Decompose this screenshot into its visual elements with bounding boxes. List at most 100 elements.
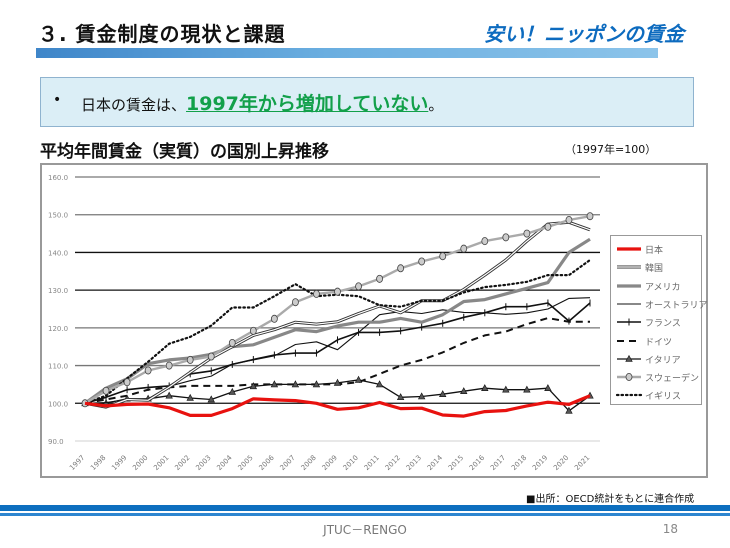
- data-point-marker: [502, 385, 510, 393]
- title-underline-bar: [36, 48, 328, 58]
- footer-band: [0, 505, 730, 511]
- x-tick-label: 2018: [510, 454, 528, 472]
- data-point-marker: [417, 392, 426, 400]
- x-tick-label: 2002: [173, 454, 191, 472]
- x-tick-label: 2017: [489, 454, 507, 472]
- x-tick-label: 2004: [215, 453, 234, 472]
- x-tick-label: 2009: [321, 454, 339, 472]
- data-point-marker: [396, 393, 405, 401]
- data-point-marker: [397, 264, 405, 273]
- x-tick-label: 2014: [426, 453, 445, 472]
- legend-swatch: [615, 394, 643, 397]
- x-tick-label: 1998: [89, 454, 107, 472]
- y-tick-label: 150.0: [48, 212, 68, 220]
- data-point-marker: [207, 352, 215, 361]
- x-tick-label: 2021: [573, 454, 591, 472]
- data-point-marker: [418, 257, 426, 266]
- legend-label: スウェーデン: [645, 374, 700, 385]
- key-message-prefix: 日本の賃金は、: [81, 96, 187, 114]
- data-point-marker: [165, 361, 173, 370]
- key-message-highlight: 1997年から増加していない: [186, 93, 429, 115]
- legend-label: イギリス: [645, 392, 682, 403]
- x-tick-label: 2019: [531, 454, 549, 472]
- data-point-marker: [586, 212, 594, 221]
- x-tick-label: 2010: [342, 454, 360, 472]
- data-point-marker: [270, 314, 278, 323]
- data-point-marker: [249, 382, 258, 390]
- x-tick-label: 2006: [258, 453, 277, 472]
- series-sweden: [81, 212, 594, 408]
- data-point-marker: [354, 375, 363, 383]
- data-point-marker: [291, 380, 300, 388]
- series-japan: [84, 394, 591, 418]
- data-point-marker: [228, 338, 236, 347]
- data-point-marker: [439, 390, 447, 398]
- x-tick-label: 2013: [405, 454, 423, 472]
- key-message-box: • 日本の賃金は、1997年から増加していない。: [40, 77, 694, 127]
- legend-label: オーストラリア: [645, 300, 708, 311]
- x-tick-label: 2008: [300, 454, 318, 472]
- data-point-marker: [207, 395, 215, 403]
- data-point-marker: [376, 274, 383, 283]
- y-tick-label: 90.0: [48, 438, 64, 446]
- data-point-marker: [481, 237, 489, 246]
- x-tick-label: 2000: [131, 454, 149, 472]
- series-line: [84, 215, 591, 405]
- source-note: ■出所：OECD統計をもとに連合作成: [526, 494, 695, 505]
- base-year-note: （1997年=100）: [565, 143, 657, 156]
- y-tick-label: 140.0: [48, 249, 68, 257]
- series-line: [84, 394, 591, 418]
- data-point-marker: [334, 287, 341, 296]
- data-point-marker: [460, 244, 468, 253]
- data-point-marker: [625, 373, 633, 382]
- footer-org: JTUC－RENGO: [323, 523, 407, 537]
- legend-swatch: [617, 354, 641, 362]
- chart-frame: [40, 163, 708, 478]
- series-line-inner: [84, 221, 591, 408]
- series-korea: [84, 220, 591, 409]
- x-tick-label: 2001: [152, 454, 170, 472]
- y-tick-label: 100.0: [48, 400, 68, 408]
- legend-swatch: [617, 303, 641, 305]
- y-tick-label: 160.0: [48, 174, 68, 182]
- legend-label: ドイツ: [645, 337, 673, 348]
- x-tick-label: 2007: [279, 454, 297, 472]
- data-point-marker: [375, 380, 384, 388]
- slide-subtitle: 安い！ニッポンの賃金: [484, 22, 684, 46]
- legend-swatch: [617, 373, 641, 382]
- data-point-marker: [544, 384, 552, 392]
- legend-label: アメリカ: [645, 282, 681, 293]
- data-point-marker: [186, 393, 194, 401]
- data-point-marker: [481, 384, 489, 392]
- y-tick-label: 110.0: [48, 363, 68, 371]
- data-point-marker: [313, 289, 320, 298]
- data-point-marker: [102, 386, 110, 395]
- legend-swatch: [617, 265, 641, 269]
- y-tick-label: 120.0: [48, 325, 68, 333]
- data-point-marker: [249, 326, 257, 335]
- slide-title: ３. 賃金制度の現状と課題: [38, 22, 286, 46]
- legend-label: イタリア: [645, 355, 681, 366]
- title-underline-bar-right: [328, 48, 658, 58]
- data-point-marker: [333, 378, 342, 386]
- data-point-marker: [439, 252, 447, 261]
- data-point-marker: [460, 387, 468, 395]
- x-tick-label: 1999: [110, 454, 128, 472]
- legend-label: 日本: [645, 246, 664, 256]
- x-tick-label: 1997: [68, 454, 86, 472]
- data-point-marker: [165, 391, 173, 399]
- x-tick-label: 2012: [384, 454, 402, 472]
- x-tick-label: 2003: [194, 454, 212, 472]
- data-point-marker: [625, 354, 633, 362]
- legend-label: 韓国: [645, 264, 664, 275]
- legend-swatch: [617, 247, 641, 251]
- bullet: •: [53, 92, 62, 108]
- data-point-marker: [186, 355, 194, 364]
- legend-label: フランス: [645, 319, 681, 330]
- key-message: 日本の賃金は、1997年から増加していない。: [81, 89, 443, 116]
- data-point-marker: [544, 222, 552, 231]
- legend-swatch: [617, 339, 641, 342]
- data-point-marker: [144, 366, 152, 375]
- data-point-marker: [523, 229, 531, 238]
